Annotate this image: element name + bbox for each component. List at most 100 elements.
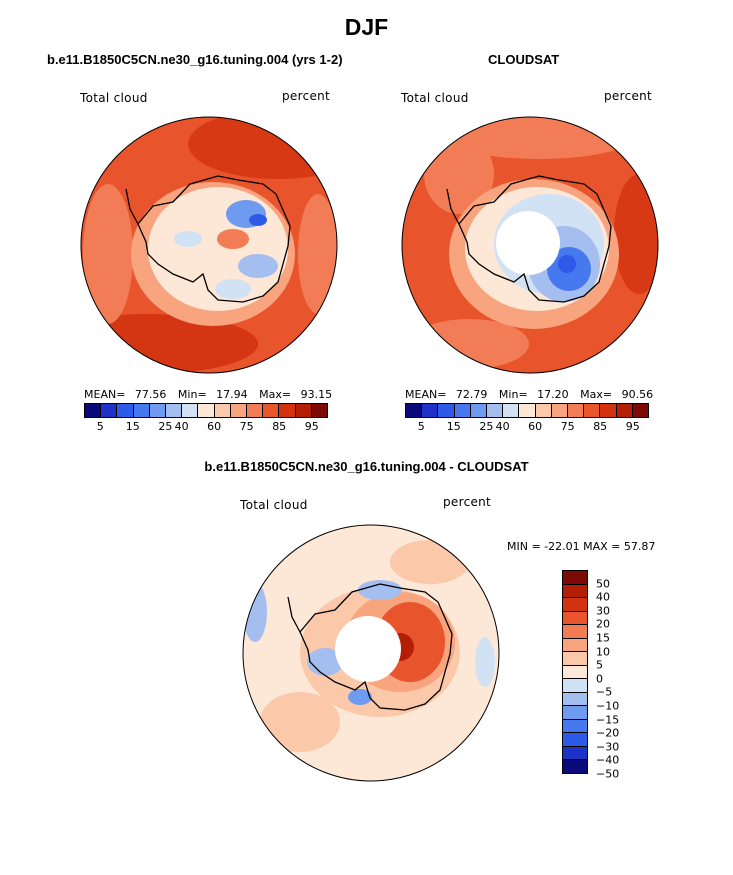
obs-panel-title: CLOUDSAT [488, 52, 560, 67]
colorbar-swatch [584, 404, 601, 417]
colorbar-swatch [85, 404, 102, 417]
colorbar-swatch [214, 404, 231, 417]
colorbar-tick-label: 40 [495, 420, 510, 433]
model-panel-title: b.e11.B1850C5CN.ne30_g16.tuning.004 (yrs… [47, 52, 343, 67]
model-units-label: percent [282, 89, 331, 103]
colorbar-swatch [563, 706, 587, 720]
colorbar-swatch [563, 679, 587, 693]
obs-max-value: 90.56 [621, 388, 654, 401]
colorbar-swatch [563, 665, 587, 680]
colorbar-tick-label: 95 [625, 420, 640, 433]
model-polar-map [80, 116, 338, 374]
colorbar-tick-label: −30 [596, 740, 620, 754]
obs-mean-value: 72.79 [455, 388, 488, 401]
colorbar-tick-label: 5 [96, 420, 104, 433]
model-mean-value: 77.56 [134, 388, 167, 401]
colorbar-tick-label: 30 [596, 604, 610, 618]
colorbar-swatch [563, 625, 587, 639]
colorbar-swatch [230, 404, 248, 417]
obs-stats: MEAN= 72.79 Min= 17.20 Max= 90.56 [405, 388, 653, 401]
model-max-label: Max= [259, 388, 292, 401]
colorbar-swatch [263, 404, 280, 417]
colorbar-tick-label: 75 [239, 420, 254, 433]
colorbar-tick-label: −10 [596, 699, 620, 713]
colorbar-tick-label: 15 [446, 420, 461, 433]
colorbar-tick-label: 85 [593, 420, 608, 433]
colorbar-swatch [406, 404, 423, 417]
colorbar-tick-label: 60 [207, 420, 222, 433]
colorbar-tick-label: −15 [596, 713, 620, 727]
colorbar-swatch [166, 404, 183, 417]
colorbar-swatch [563, 598, 587, 612]
colorbar-swatch [563, 746, 587, 761]
colorbar-swatch [568, 404, 585, 417]
obs-variable-label: Total cloud [401, 91, 469, 105]
model-mean-label: MEAN= [84, 388, 126, 401]
colorbar-swatch [563, 638, 587, 653]
colorbar-tick-label: −20 [596, 726, 620, 740]
colorbar-tick-label: −5 [596, 685, 613, 699]
colorbar-tick-label: 95 [304, 420, 319, 433]
colorbar-swatch [182, 404, 199, 417]
colorbar-tick-label: 50 [596, 577, 610, 591]
model-max-value: 93.15 [300, 388, 333, 401]
colorbar-swatch [101, 404, 118, 417]
colorbar-tick-label: 25 [158, 420, 173, 433]
diff-panel-title: b.e11.B1850C5CN.ne30_g16.tuning.004 - CL… [204, 459, 529, 474]
model-stats: MEAN= 77.56 Min= 17.94 Max= 93.15 [84, 388, 332, 401]
colorbar-tick-label: 15 [596, 631, 610, 645]
model-min-value: 17.94 [216, 388, 248, 401]
obs-min-value: 17.20 [537, 388, 569, 401]
obs-mean-label: MEAN= [405, 388, 447, 401]
colorbar-tick-label: 40 [596, 590, 610, 604]
colorbar-tick-label: 85 [272, 420, 287, 433]
colorbar-swatch [503, 404, 520, 417]
colorbar-swatch [454, 404, 471, 417]
colorbar-swatch [198, 404, 215, 417]
obs-units-label: percent [604, 89, 653, 103]
colorbar-swatch [563, 584, 587, 599]
diff-minmax: MIN = -22.01 MAX = 57.87 [507, 540, 656, 553]
colorbar-swatch [438, 404, 455, 417]
colorbar-tick-label: 0 [596, 672, 603, 686]
colorbar-swatch [563, 719, 587, 734]
obs-polar-map [401, 116, 659, 374]
obs-max-label: Max= [580, 388, 613, 401]
colorbar-tick-label: −50 [596, 767, 620, 781]
colorbar-swatch [563, 692, 587, 707]
colorbar-tick-label: 60 [528, 420, 543, 433]
colorbar-swatch [487, 404, 504, 417]
colorbar-swatch [295, 404, 312, 417]
model-colorbar [84, 403, 328, 418]
colorbar-swatch [563, 571, 587, 585]
figure-title: DJF [344, 14, 389, 40]
colorbar-tick-label: −40 [596, 753, 620, 767]
colorbar-tick-label: 5 [417, 420, 425, 433]
colorbar-swatch [149, 404, 167, 417]
colorbar-swatch [600, 404, 617, 417]
colorbar-tick-label: 10 [596, 645, 610, 659]
model-min-label: Min= [177, 388, 207, 401]
colorbar-swatch [616, 404, 633, 417]
colorbar-tick-label: 25 [479, 420, 494, 433]
colorbar-swatch [519, 404, 536, 417]
colorbar-swatch [563, 652, 587, 666]
colorbar-tick-label: 15 [125, 420, 140, 433]
colorbar-swatch [133, 404, 150, 417]
diff-colorbar [562, 570, 588, 774]
obs-colorbar [405, 403, 649, 418]
diff-variable-label: Total cloud [240, 498, 308, 512]
colorbar-tick-label: 40 [174, 420, 189, 433]
colorbar-swatch [563, 611, 587, 626]
colorbar-swatch [551, 404, 569, 417]
colorbar-swatch [632, 404, 649, 417]
colorbar-tick-label: 5 [596, 658, 603, 672]
colorbar-swatch [535, 404, 552, 417]
colorbar-swatch [470, 404, 488, 417]
model-variable-label: Total cloud [80, 91, 148, 105]
colorbar-tick-label: 20 [596, 617, 610, 631]
colorbar-swatch [247, 404, 264, 417]
colorbar-tick-label: 75 [560, 420, 575, 433]
colorbar-swatch [563, 760, 587, 773]
diff-units-label: percent [443, 495, 492, 509]
